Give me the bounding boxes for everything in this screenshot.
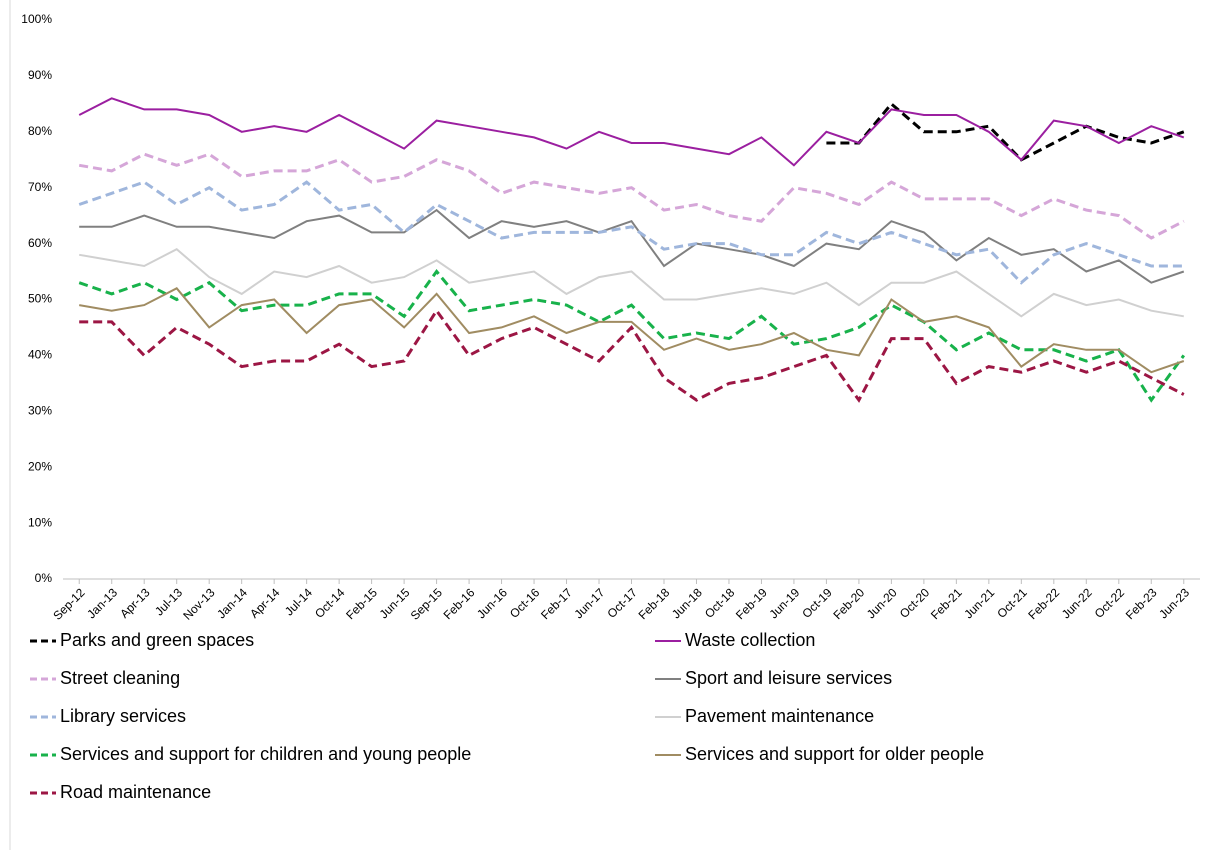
x-tick-label: Feb-19 [733, 585, 770, 622]
legend-label: Road maintenance [60, 782, 211, 802]
y-tick-label: 90% [28, 68, 52, 82]
x-tick-label: Jun-20 [864, 585, 900, 621]
x-tick-label: Jul-14 [282, 585, 315, 618]
x-tick-label: Jun-21 [961, 585, 997, 621]
x-tick-label: Oct-21 [994, 585, 1030, 621]
legend-label: Services and support for older people [685, 744, 984, 764]
x-tick-label: Jun-23 [1156, 585, 1192, 621]
series-line [78, 269, 1186, 403]
series-line [78, 97, 1185, 167]
y-tick-label: 70% [28, 180, 52, 194]
x-tick-label: Sep-12 [50, 585, 87, 622]
series-line [79, 287, 1185, 374]
y-tick-label: 10% [28, 515, 52, 529]
x-tick-label: Jan-13 [84, 585, 120, 621]
legend-label: Library services [60, 706, 186, 726]
x-tick-label: Oct-18 [702, 585, 738, 621]
y-tick-label: 50% [28, 292, 52, 306]
y-tick-label: 30% [28, 403, 52, 417]
x-tick-label: Oct-16 [507, 585, 543, 621]
series-line [826, 101, 1185, 162]
x-tick-label: Jun-19 [766, 585, 802, 621]
series-line [79, 308, 1185, 403]
legend-label: Services and support for children and yo… [60, 744, 471, 764]
x-tick-label: Nov-13 [180, 585, 217, 622]
x-tick-label: Oct-17 [604, 585, 640, 621]
x-tick-label: Oct-19 [799, 585, 835, 621]
series-line [78, 180, 1184, 285]
x-tick-label: Feb-18 [636, 585, 673, 622]
y-tick-label: 80% [28, 124, 52, 138]
x-tick-label: Oct-14 [312, 585, 348, 621]
x-tick-label: Jun-15 [377, 585, 413, 621]
legend-label: Pavement maintenance [685, 706, 874, 726]
x-tick-label: Sep-15 [408, 585, 445, 622]
series-line [79, 208, 1185, 284]
x-tick-label: Oct-20 [897, 585, 933, 621]
x-tick-label: Feb-23 [1123, 585, 1160, 622]
series-line [78, 152, 1185, 240]
y-tick-label: 60% [28, 236, 52, 250]
x-tick-label: Feb-20 [830, 585, 867, 622]
x-tick-label: Feb-17 [538, 585, 575, 622]
x-tick-label: Jun-16 [474, 585, 510, 621]
legend-label: Street cleaning [60, 668, 180, 688]
x-tick-label: Oct-22 [1092, 585, 1128, 621]
y-tick-label: 0% [35, 571, 53, 585]
x-tick-label: Feb-21 [928, 585, 965, 622]
x-tick-label: Apr-13 [117, 585, 153, 621]
legend-label: Sport and leisure services [685, 668, 892, 688]
x-tick-label: Feb-22 [1025, 585, 1062, 622]
x-tick-label: Apr-14 [247, 585, 283, 621]
legend-label: Parks and green spaces [60, 630, 254, 650]
x-tick-label: Jun-17 [572, 585, 608, 621]
x-tick-label: Feb-16 [441, 585, 478, 622]
legend-label: Waste collection [685, 630, 815, 650]
x-tick-label: Jun-18 [669, 585, 705, 621]
y-tick-label: 40% [28, 348, 52, 362]
x-tick-label: Feb-15 [343, 585, 380, 622]
x-tick-label: Jun-22 [1059, 585, 1095, 621]
y-tick-label: 100% [21, 12, 52, 26]
series-line [79, 248, 1184, 318]
y-tick-label: 20% [28, 459, 52, 473]
x-tick-label: Jan-14 [214, 585, 250, 621]
